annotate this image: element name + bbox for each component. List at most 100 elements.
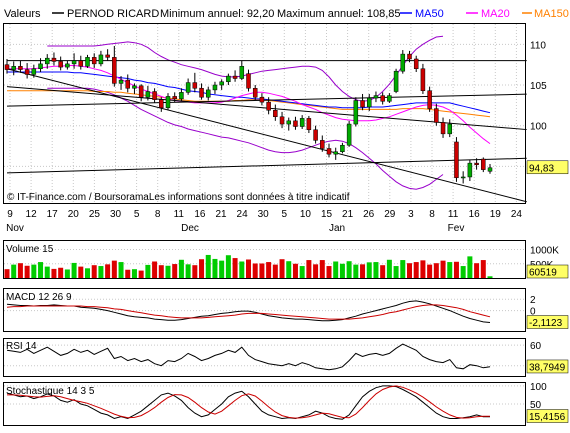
- volume-bar: [11, 264, 17, 278]
- volume-bar: [366, 262, 372, 278]
- x-tick-label: 30: [258, 209, 270, 220]
- volume-bar: [118, 262, 124, 278]
- x-tick-label: 3: [408, 209, 414, 220]
- header-stock-name: PERNOD RICARD: [67, 8, 159, 20]
- candle-body: [206, 89, 211, 98]
- last-value-box: [526, 315, 569, 329]
- candle-body: [145, 91, 151, 98]
- y-tick-label: 110: [530, 40, 546, 51]
- volume-bar: [78, 266, 84, 278]
- volume-bar: [393, 266, 399, 278]
- candle-body: [413, 58, 419, 69]
- volume-bar: [386, 259, 392, 278]
- last-value-box: [526, 359, 569, 374]
- volume-bar: [219, 260, 225, 278]
- x-tick-label: 24: [237, 209, 249, 220]
- stochastic-k-line: [6, 385, 490, 420]
- y-tick-label: 1000K: [530, 246, 559, 257]
- x-tick-label: 12: [26, 209, 38, 220]
- y-tick-label: 60: [530, 341, 542, 352]
- volume-bar: [413, 262, 419, 278]
- y-tick-label: 2: [530, 295, 536, 306]
- x-tick-label: 17: [47, 209, 59, 220]
- volume-bar: [279, 259, 285, 278]
- volume-bar: [272, 264, 278, 278]
- volume-bar: [474, 263, 480, 278]
- volume-bar: [453, 261, 459, 278]
- x-tick-label: 24: [511, 209, 523, 220]
- candle-body: [91, 57, 97, 65]
- candle-body: [454, 141, 459, 179]
- candle-body: [51, 57, 57, 62]
- volume-bar: [360, 264, 366, 278]
- volume-bar: [85, 268, 90, 278]
- candle-body: [487, 167, 493, 172]
- candle-body: [58, 61, 63, 68]
- ma50-line: [7, 71, 491, 114]
- candle-body: [152, 91, 157, 100]
- candle-body: [105, 54, 110, 58]
- volume-bar: [407, 263, 412, 278]
- x-tick-label: 16: [469, 209, 481, 220]
- volume-bar: [58, 267, 64, 278]
- last-value-label: -2,1123: [529, 318, 563, 329]
- volume-bar: [105, 264, 111, 278]
- month-label: Dec: [181, 223, 199, 234]
- volume-bar: [64, 269, 70, 278]
- candle-body: [71, 60, 77, 65]
- candle-body: [306, 118, 312, 131]
- volume-title: Volume 15: [6, 244, 54, 255]
- stochastic-d-line: [7, 385, 490, 419]
- y-tick-label: 105: [530, 81, 547, 92]
- price-panel-frame: [3, 23, 526, 204]
- last-value-label: 94,83: [529, 163, 554, 174]
- candle-body: [447, 123, 452, 135]
- volume-bar: [145, 264, 151, 278]
- volume-bar: [380, 265, 386, 278]
- candle-body: [65, 63, 70, 68]
- candle-body: [320, 140, 325, 149]
- candle-body: [460, 176, 466, 179]
- volume-bar: [346, 261, 352, 278]
- volume-bar: [400, 260, 406, 278]
- macd-signal-line: [6, 304, 491, 320]
- volume-bar: [205, 254, 211, 278]
- volume-bar: [178, 259, 184, 278]
- macd-title: MACD 12 26 9: [6, 292, 72, 303]
- x-tick-label: 11: [174, 209, 185, 220]
- candle-body: [467, 162, 473, 178]
- header-series-label: Valeurs: [4, 8, 41, 20]
- candle-body: [353, 100, 359, 125]
- candle-body: [112, 57, 117, 84]
- candle-body: [279, 116, 285, 125]
- volume-bar: [353, 264, 359, 278]
- x-tick-label: 20: [68, 209, 80, 220]
- legend-ma50: MA50: [415, 8, 444, 20]
- y-tick-label: 100: [530, 122, 547, 133]
- volume-bar: [172, 264, 178, 278]
- candle-body: [185, 82, 191, 93]
- candle-body: [440, 122, 446, 135]
- x-tick-label: 21: [215, 209, 227, 220]
- candle-body: [226, 75, 231, 83]
- candle-body: [232, 75, 238, 79]
- volume-bar: [313, 264, 319, 278]
- watermark-text: © IT-Finance.com / BoursoramaLes informa…: [7, 192, 350, 203]
- volume-bar: [467, 256, 473, 278]
- volume-bar: [232, 258, 238, 278]
- volume-bar: [4, 269, 10, 278]
- last-value-box: [526, 409, 569, 423]
- axis-labels: 9 12 17 20 25 30 5 8 11 16 21 24 30 5 10 15 21 26 29 3 8 11 16…: [6, 40, 569, 423]
- bollinger-lower-line: [47, 87, 444, 190]
- y-tick-label: 50: [530, 400, 542, 411]
- x-tick-label: 19: [490, 209, 502, 220]
- candle-body: [38, 63, 43, 70]
- volume-bar: [440, 260, 446, 278]
- volume-bar: [71, 262, 77, 278]
- header-max-text: Maximum annuel: 108,85: [277, 8, 401, 20]
- volume-bar: [420, 260, 426, 278]
- candle-body: [219, 81, 224, 86]
- volume-bar: [246, 259, 251, 278]
- volume-bar: [98, 266, 104, 278]
